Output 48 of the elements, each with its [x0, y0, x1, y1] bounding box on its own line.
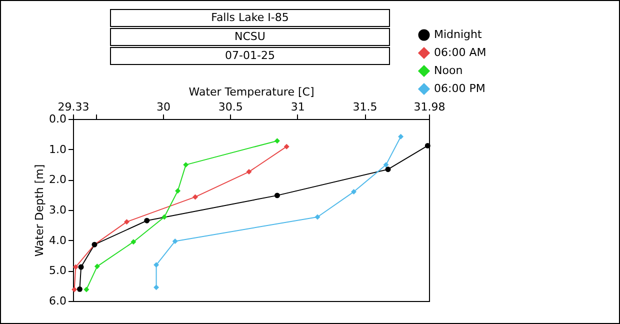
point: [274, 138, 280, 144]
point: [162, 214, 168, 220]
point: [124, 219, 130, 225]
point: [144, 218, 150, 224]
y-axis-title: Water Depth [m]: [33, 164, 46, 257]
point: [351, 189, 357, 195]
point: [192, 194, 198, 200]
text: 07-01-25: [110, 47, 390, 65]
point: [385, 166, 391, 172]
point: [175, 188, 181, 194]
y-tick-label: 4.0: [49, 234, 66, 247]
y-tick-label: 2.0: [49, 173, 66, 186]
x-tick-label: 31.98: [414, 100, 446, 114]
x-tick-label: 30: [156, 100, 171, 114]
x-tick-label: 29.33: [58, 100, 90, 114]
point: [172, 238, 178, 244]
point: [284, 144, 290, 150]
x-axis-title: Water Temperature [C]: [188, 86, 314, 98]
point: [274, 192, 280, 198]
point: [183, 162, 189, 168]
chart-title: Falls Lake I-85: [110, 9, 390, 27]
point: [383, 162, 389, 168]
point: [154, 284, 160, 290]
y-tick-label: 6.0: [49, 294, 66, 308]
legend-label: 06:00 PM: [434, 82, 486, 95]
point: [94, 264, 100, 270]
point: [130, 239, 136, 245]
y-tick-label: 0.0: [49, 112, 66, 126]
point: [314, 214, 320, 220]
y-tick-label: 1.0: [49, 142, 66, 156]
legend-label: Midnight: [434, 28, 483, 41]
point: [246, 169, 252, 175]
point: [78, 264, 84, 270]
y-tick-label: 5.0: [49, 264, 66, 278]
legend-label: Noon: [434, 64, 463, 77]
x-tick-label: 31: [290, 100, 305, 114]
point: [154, 262, 160, 268]
chart-subtitle: NCSU: [110, 28, 390, 46]
legend-label: 06:00 AM: [434, 46, 486, 59]
point: [84, 286, 90, 292]
point: [398, 134, 404, 140]
point: [72, 264, 78, 270]
point: [76, 286, 82, 292]
x-tick-label: 30.5: [218, 100, 243, 114]
point: [424, 142, 430, 148]
y-tick-label: 3.0: [49, 204, 66, 216]
x-tick-label: 31.5: [352, 100, 378, 114]
point: [72, 286, 78, 292]
